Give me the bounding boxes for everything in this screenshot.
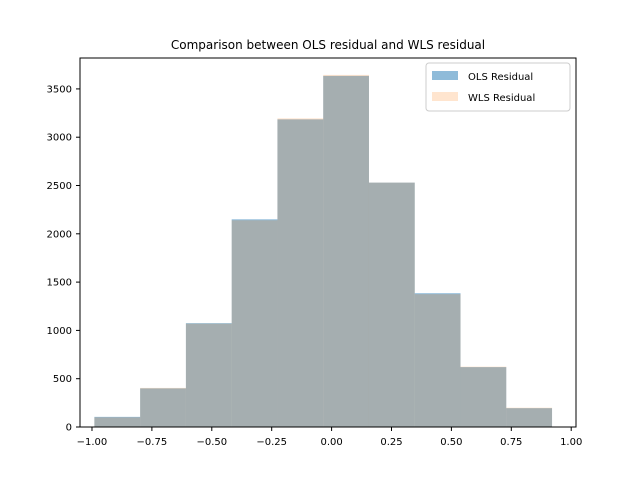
- axes-layer: −1.00 −0.75 −0.50 −0.25 0.00 0.25 0.50 0.75 1.00…: [47, 57, 582, 448]
- x-tick-label: −0.75: [137, 437, 168, 448]
- chart-title: Comparison between OLS residual and WLS …: [171, 38, 485, 52]
- bar-wls-8: [460, 366, 507, 427]
- legend-label-ols: OLS Residual: [468, 72, 533, 83]
- bar-ols-1: [140, 388, 186, 427]
- bar-wls-5: [323, 74, 369, 428]
- series-wls: [94, 74, 553, 428]
- bar-ols-8: [460, 367, 507, 427]
- bar-wls-6: [368, 182, 415, 427]
- y-tick-label: 500: [53, 374, 72, 385]
- bar-ols-0: [94, 416, 141, 427]
- bar-wls-1: [140, 387, 186, 427]
- bar-ols-3: [231, 219, 278, 427]
- bar-wls-2: [185, 323, 232, 427]
- legend-swatch-ols: [432, 71, 458, 80]
- x-tick-label: 0.75: [500, 437, 522, 448]
- legend-label-wls: WLS Residual: [468, 93, 535, 104]
- bar-wls-4: [277, 118, 324, 428]
- y-tick-label: 0: [66, 423, 72, 434]
- axes-frame: [79, 57, 577, 428]
- y-tick-label: 1000: [47, 326, 72, 337]
- legend: OLS Residual WLS Residual: [425, 62, 571, 112]
- bar-ols-9: [506, 408, 553, 427]
- bar-ols-7: [414, 293, 461, 427]
- bar-ols-6: [368, 182, 415, 427]
- y-tick-label: 3500: [47, 84, 72, 95]
- legend-box: [425, 62, 571, 112]
- bar-ols-2: [185, 323, 232, 427]
- bar-wls-3: [231, 220, 278, 427]
- x-tick-label: −0.25: [256, 437, 287, 448]
- y-tick-label: 1500: [47, 278, 72, 289]
- bar-wls-0: [94, 417, 141, 427]
- bar-ols-4: [277, 119, 324, 427]
- x-tick-label: −0.50: [196, 437, 227, 448]
- bar-ols-5: [323, 75, 369, 428]
- legend-swatch-wls: [432, 92, 458, 101]
- bar-wls-9: [506, 407, 553, 427]
- x-tick-label: 1.00: [560, 437, 582, 448]
- x-tick-label: 0.25: [380, 437, 402, 448]
- x-tick-label: −1.00: [77, 437, 108, 448]
- bar-wls-7: [414, 294, 461, 427]
- y-tick-label: 2500: [47, 181, 72, 192]
- y-tick-label: 3000: [47, 133, 72, 144]
- y-tick-label: 2000: [47, 229, 72, 240]
- x-tick-label: 0.00: [320, 437, 342, 448]
- series-ols: [94, 75, 553, 428]
- x-tick-label: 0.50: [440, 437, 462, 448]
- bars-layer: [94, 74, 553, 428]
